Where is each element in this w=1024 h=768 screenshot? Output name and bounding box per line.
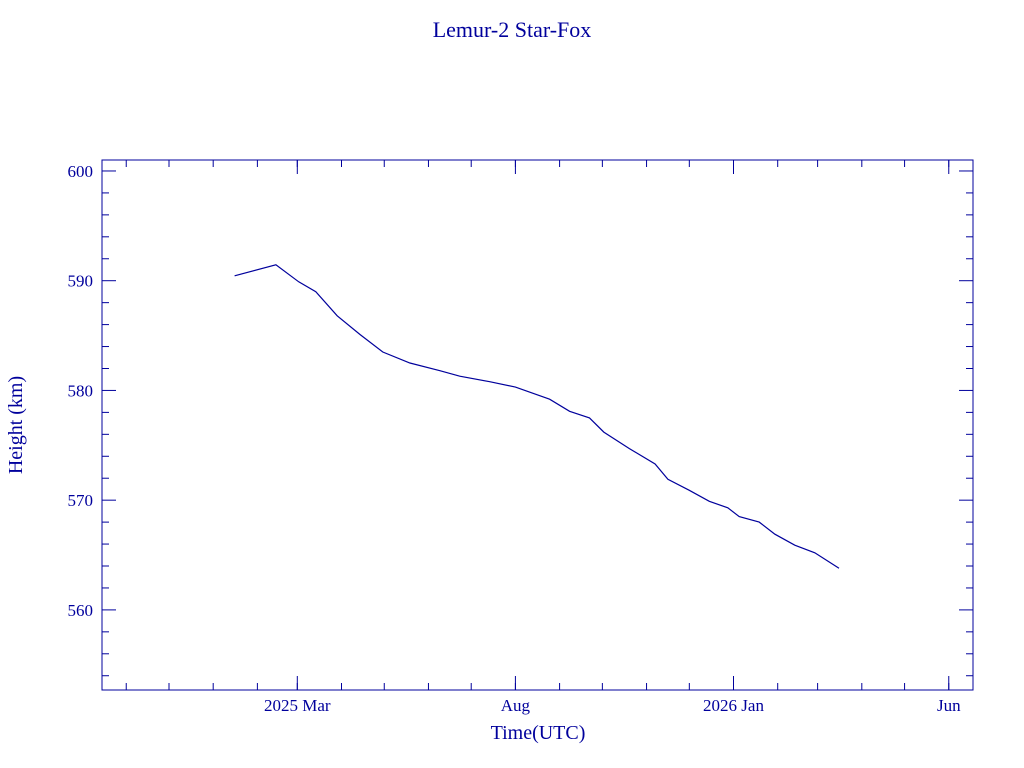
- axis-ticks: [102, 160, 973, 690]
- x-tick-label: Jun: [937, 696, 961, 715]
- y-tick-labels: 560 570 580 590 600: [68, 162, 94, 620]
- x-tick-labels: 2025 Mar Aug 2026 Jan Jun: [264, 696, 961, 715]
- y-tick-label: 590: [68, 272, 94, 291]
- chart-title: Lemur-2 Star-Fox: [433, 17, 592, 42]
- x-tick-label: 2026 Jan: [703, 696, 764, 715]
- x-tick-label: Aug: [501, 696, 531, 715]
- y-tick-label: 580: [68, 381, 94, 400]
- x-tick-label: 2025 Mar: [264, 696, 331, 715]
- height-series-line: [234, 264, 840, 569]
- x-axis-label: Time(UTC): [491, 722, 586, 744]
- y-tick-label: 600: [68, 162, 94, 181]
- plot-frame: [101, 159, 974, 691]
- y-axis-label: Height (km): [5, 376, 27, 474]
- y-tick-label: 570: [68, 491, 94, 510]
- y-tick-label: 560: [68, 601, 94, 620]
